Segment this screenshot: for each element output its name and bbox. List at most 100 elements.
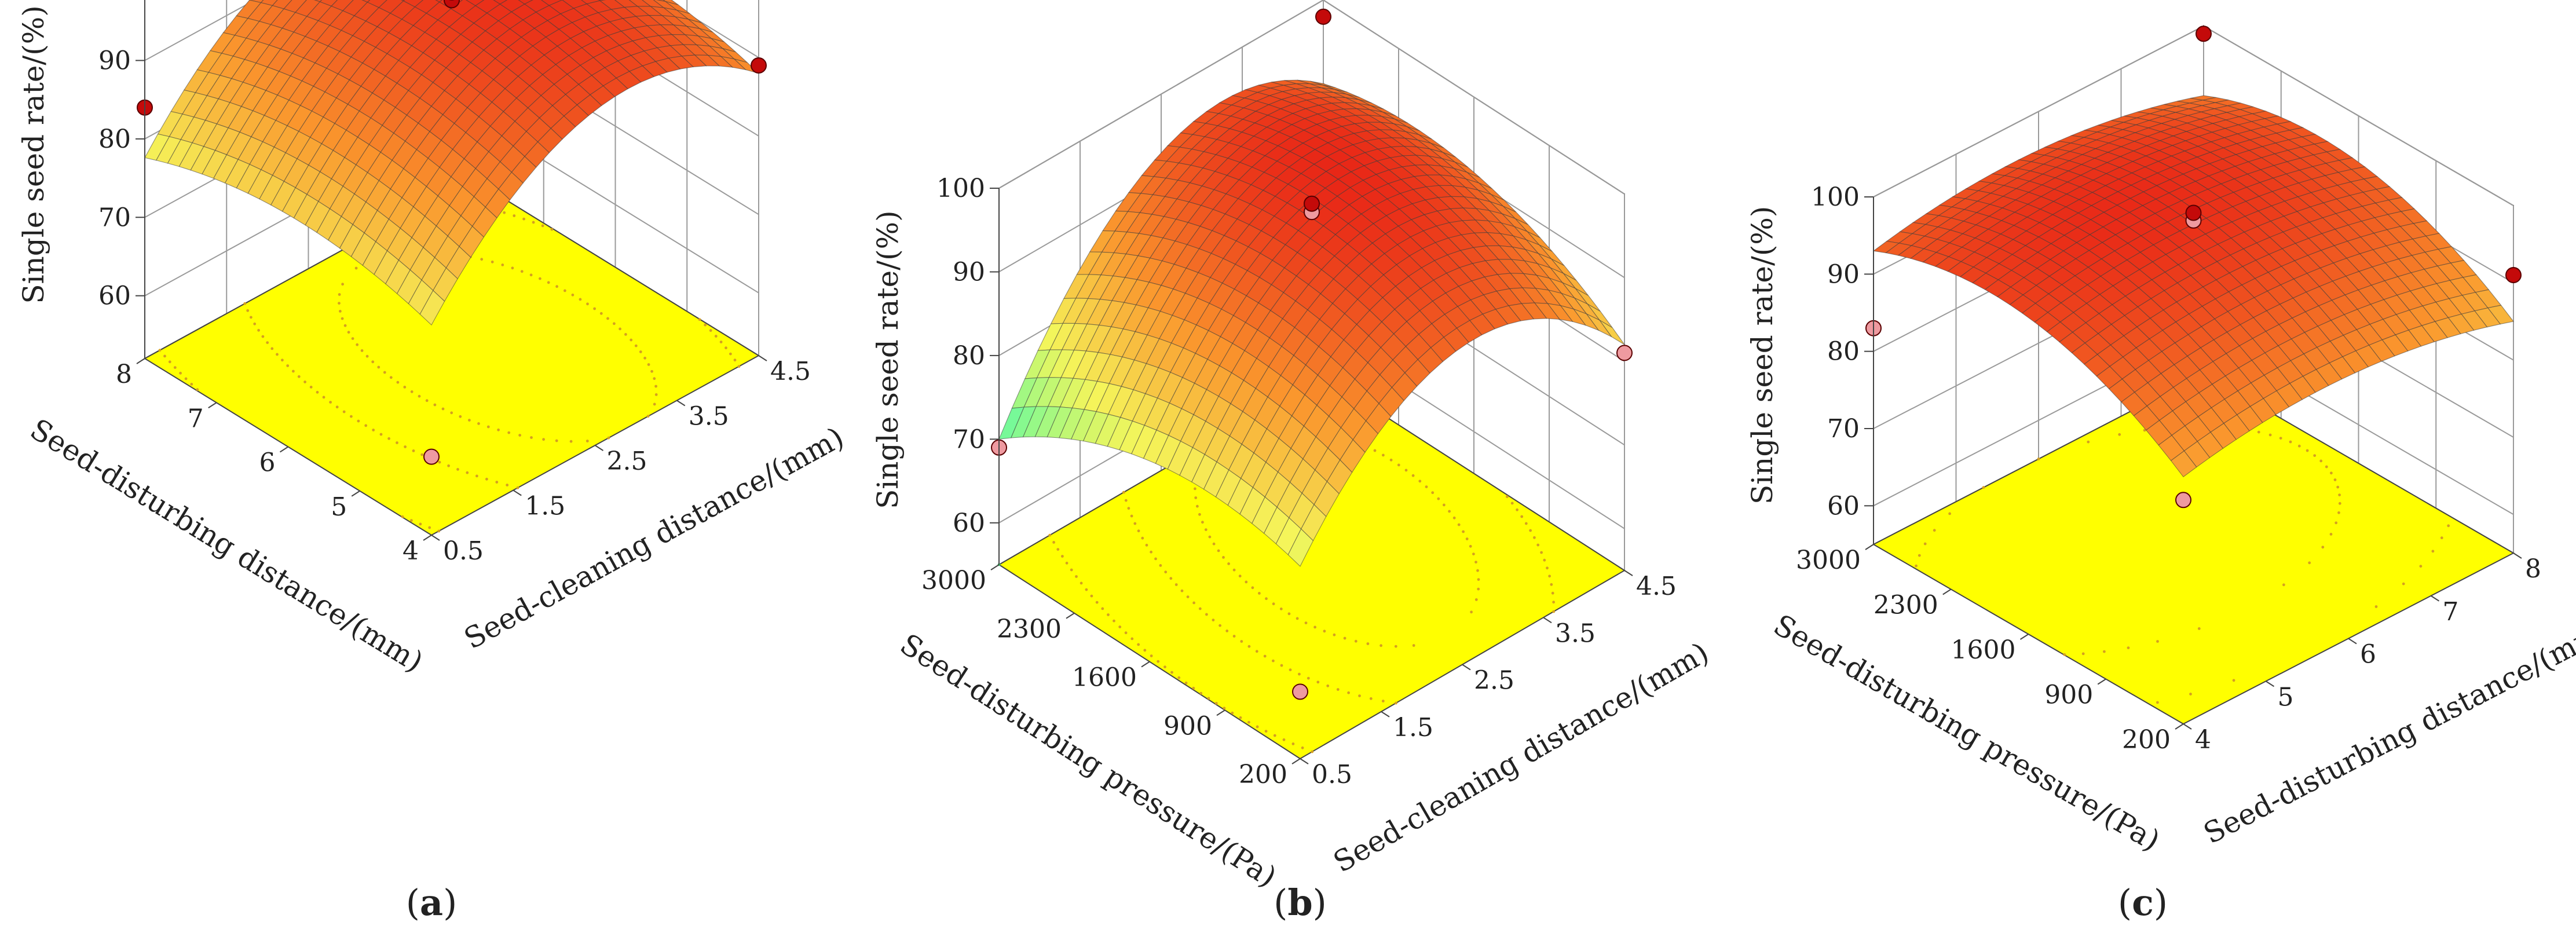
contour-line [530,436,533,439]
contour-line [709,329,712,332]
contour-line [377,365,380,369]
x-tick-label: 1600 [1072,663,1137,693]
contour-line [653,403,656,406]
x-tick-label: 2300 [1874,591,1938,620]
caption-letter: a [420,881,443,924]
contour-line [613,322,616,325]
contour-line [619,327,621,331]
contour-line [520,270,524,273]
chart-panel-c: 60 70 80 90 100 200 900 1600 2300 3000 4 5 6 7 8 Single… [1746,25,2576,924]
contour-line [485,477,488,481]
z-tick-label: 100 [936,174,985,203]
z-tick-label: 80 [1827,337,1860,367]
contour-line [1282,738,1286,741]
y-tick-label: 4.5 [1636,572,1677,601]
y-tick-mark [431,535,440,541]
contour-line [1127,507,1130,510]
y-tick-label: 2.5 [607,447,647,476]
caption-letter: c [2132,881,2154,924]
contour-line [2330,471,2333,475]
z-tick-label: 60 [1827,491,1860,521]
contour-line [506,484,509,486]
contour-line [383,371,386,374]
x-tick-mark [1942,588,1952,595]
contour-line [1311,750,1314,753]
contour-line [698,318,701,321]
contour-line [316,390,319,394]
contour-line [1404,469,1408,472]
contour-line [266,341,269,344]
contour-line [286,364,290,367]
design-point [1616,345,1633,361]
contour-line [2279,437,2282,440]
contour-line [1448,510,1451,513]
contour-line [1291,742,1295,745]
contour-line [569,440,573,443]
contour-line [1287,612,1291,616]
surface-patch [493,0,508,5]
contour-line [1533,536,1536,539]
surface-patch [1287,528,1314,567]
x-tick-label: 8 [116,360,132,389]
contour-line [309,386,313,389]
caption-open: ( [406,881,420,924]
contour-line [1256,725,1259,729]
x-tick-mark [1216,709,1225,716]
z-gridline [998,0,1625,195]
contour-line [1477,578,1480,581]
contour-line [2431,550,2435,553]
contour-line [1052,541,1055,544]
contour-line [1198,513,1201,516]
contour-line [1474,561,1477,564]
contour-line [1301,746,1304,749]
contour-line [1080,581,1083,585]
contour-line [1150,550,1152,554]
contour-line [1180,589,1184,592]
contour-line [1251,586,1254,590]
contour-line [354,266,358,270]
contour-line [1326,684,1330,687]
contour-line [1389,458,1393,462]
response-surface [144,0,759,325]
z-tick-label: 90 [1827,259,1860,289]
contour-line [379,433,383,436]
contour-line [1923,542,1927,546]
contour-line [477,422,480,425]
contour-line [190,383,193,386]
contour-line [350,415,353,418]
contour-line [1476,569,1479,572]
contour-line [372,429,375,431]
contour-line [1143,649,1147,652]
contour-line [357,419,360,423]
contour-line [2447,524,2450,528]
z-axis-title: Single seed rate/(%) [17,5,50,303]
contour-line [360,349,364,352]
x-tick-label: 7 [188,404,204,433]
contour-line [1411,474,1415,477]
contour-line [639,350,642,353]
contour-line [634,344,638,347]
contour-line [1095,601,1099,604]
contour-line [1223,707,1226,710]
design-point [2196,25,2212,42]
contour-line [1543,558,1546,562]
panel-caption: (b) [1274,881,1327,924]
contour-line [250,316,253,319]
contour-line [579,298,582,301]
contour-line [1506,495,1509,499]
z-tick-label: 90 [98,46,131,75]
contour-line [2319,459,2323,463]
contour-line [196,388,199,392]
contour-line [425,399,429,403]
contour-line [410,390,414,393]
contour-line [1157,660,1160,663]
contour-line [1232,568,1236,572]
contour-line [586,440,589,442]
z-tick-label: 70 [953,425,985,454]
contour-line [447,464,450,467]
contour-line [339,310,342,313]
contour-line [1150,654,1153,657]
contour-line [1263,654,1267,658]
contour-line [1217,549,1220,553]
contour-line [253,322,257,325]
